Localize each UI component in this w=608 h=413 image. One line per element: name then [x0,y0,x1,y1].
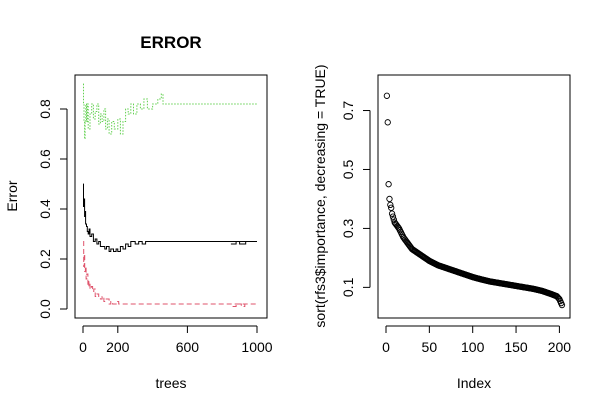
error-chart-series [83,83,257,307]
importance-chart-x-axis: 0 50 100 150 200 [382,325,572,355]
error-chart: ERROR trees Error 0 200 600 1000 0.00.20.40… [4,33,273,391]
importance-point [389,213,397,220]
error-chart-xlabel: trees [155,375,186,391]
error-chart-y-tick-label: 0.4 [37,199,53,219]
error-chart-x-axis: 0 200 600 1000 [79,325,273,355]
importance-chart-points [383,92,566,309]
class-1-error-line-tail-steps [232,303,246,307]
error-chart-x-tick-label: 600 [176,339,200,355]
class-2-error-line [83,83,257,140]
importance-chart-x-tick-label: 150 [504,339,528,355]
importance-point [558,301,566,309]
error-chart-x-tick-label: 1000 [241,339,272,355]
importance-point [387,201,394,208]
importance-point [383,92,391,99]
error-chart-ylabel: Error [4,180,20,211]
importance-chart-x-tick-label: 0 [382,339,390,355]
importance-point [390,216,397,223]
importance-point [388,204,395,211]
importance-chart: Index sort(rfs3$importance, decreasing =… [312,64,571,391]
oob-error-line [83,183,257,252]
importance-point [384,119,391,126]
error-chart-y-tick-label: 0.8 [37,99,53,119]
error-chart-y-tick-label: 0.0 [37,299,53,319]
error-chart-x-tick-label: 200 [106,339,130,355]
importance-point [385,181,392,188]
error-chart-y-tick-label: 0.6 [37,149,53,169]
importance-chart-y-tick-label: 0.3 [340,218,356,238]
importance-chart-ylabel: sort(rfs3$importance, decreasing = TRUE) [312,64,328,327]
importance-chart-x-tick-label: 50 [422,339,438,355]
error-chart-y-tick-label: 0.2 [37,249,53,269]
importance-chart-y-tick-label: 0.5 [340,160,356,180]
importance-chart-x-tick-label: 200 [548,339,572,355]
importance-chart-y-tick-label: 0.7 [340,101,356,121]
importance-chart-xlabel: Index [457,375,491,391]
importance-chart-y-axis: 0.1 0.3 0.5 0.7 [340,101,371,297]
importance-chart-y-tick-label: 0.1 [340,277,356,297]
importance-chart-plot-frame [377,74,571,319]
error-chart-plot-frame [74,74,268,319]
error-chart-y-axis: 0.0 0.2 0.4 0.6 0.8 [37,99,68,319]
class-1-error-line [83,241,257,305]
oob-error-line-tail-steps [230,241,247,245]
importance-point [386,195,393,203]
importance-chart-x-tick-label: 100 [461,339,485,355]
error-chart-title: ERROR [140,33,201,52]
error-chart-x-tick-label: 0 [79,339,87,355]
importance-point [388,210,396,217]
